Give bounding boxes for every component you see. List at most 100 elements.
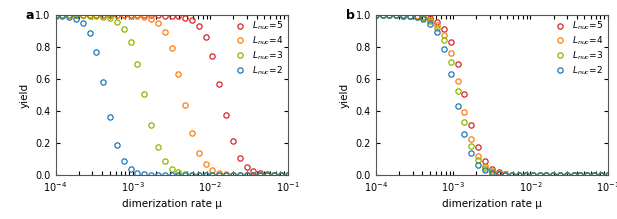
$L_{nuc}$=2 bbox=[141, 173, 148, 175]
$L_{nuc}$=2 bbox=[406, 15, 413, 18]
$L_{nuc}$=4 bbox=[481, 165, 489, 167]
$L_{nuc}$=5 bbox=[557, 174, 564, 177]
$L_{nuc}$=3 bbox=[114, 20, 121, 23]
$L_{nuc}$=4 bbox=[372, 14, 379, 17]
$L_{nuc}$=2 bbox=[195, 174, 202, 177]
$L_{nuc}$=3 bbox=[563, 174, 571, 177]
$L_{nuc}$=2 bbox=[433, 31, 441, 34]
$L_{nuc}$=5 bbox=[433, 20, 441, 23]
$L_{nuc}$=2 bbox=[379, 14, 386, 17]
$L_{nuc}$=2 bbox=[168, 174, 175, 177]
$L_{nuc}$=4 bbox=[447, 52, 455, 55]
$L_{nuc}$=4 bbox=[392, 14, 400, 17]
$L_{nuc}$=3 bbox=[454, 90, 462, 93]
$L_{nuc}$=4 bbox=[181, 103, 189, 106]
$L_{nuc}$=2 bbox=[181, 174, 189, 177]
$L_{nuc}$=4 bbox=[59, 14, 66, 17]
$L_{nuc}$=4 bbox=[236, 174, 244, 176]
$L_{nuc}$=5 bbox=[508, 173, 516, 176]
$L_{nuc}$=4 bbox=[604, 174, 611, 177]
$L_{nuc}$=4 bbox=[515, 174, 523, 176]
$L_{nuc}$=2 bbox=[584, 174, 591, 177]
$L_{nuc}$=4 bbox=[386, 14, 393, 17]
$L_{nuc}$=2 bbox=[59, 15, 66, 17]
$L_{nuc}$=3 bbox=[209, 174, 216, 177]
$L_{nuc}$=2 bbox=[188, 174, 196, 177]
$L_{nuc}$=5 bbox=[236, 156, 244, 159]
$L_{nuc}$=4 bbox=[86, 14, 93, 17]
$L_{nuc}$=5 bbox=[93, 14, 100, 17]
$L_{nuc}$=3 bbox=[399, 14, 407, 17]
$L_{nuc}$=3 bbox=[392, 14, 400, 17]
Line: $L_{nuc}$=3: $L_{nuc}$=3 bbox=[53, 13, 290, 178]
$L_{nuc}$=3 bbox=[127, 41, 135, 43]
$L_{nuc}$=5 bbox=[168, 14, 175, 17]
$L_{nuc}$=4 bbox=[433, 24, 441, 26]
$L_{nuc}$=2 bbox=[488, 172, 495, 174]
$L_{nuc}$=3 bbox=[441, 39, 448, 42]
$L_{nuc}$=3 bbox=[161, 160, 168, 163]
$L_{nuc}$=5 bbox=[529, 174, 536, 177]
$L_{nuc}$=5 bbox=[468, 123, 475, 126]
$L_{nuc}$=2 bbox=[120, 160, 128, 162]
$L_{nuc}$=5 bbox=[420, 15, 427, 18]
Legend: $L_{nuc}$=5, $L_{nuc}$=4, $L_{nuc}$=3, $L_{nuc}$=2: $L_{nuc}$=5, $L_{nuc}$=4, $L_{nuc}$=3, $… bbox=[230, 19, 284, 78]
$L_{nuc}$=4 bbox=[570, 174, 578, 177]
$L_{nuc}$=5 bbox=[406, 14, 413, 17]
$L_{nuc}$=3 bbox=[433, 26, 441, 29]
$L_{nuc}$=3 bbox=[447, 60, 455, 63]
$L_{nuc}$=3 bbox=[65, 14, 73, 17]
$L_{nuc}$=5 bbox=[230, 140, 237, 142]
$L_{nuc}$=3 bbox=[542, 174, 550, 177]
$L_{nuc}$=5 bbox=[65, 14, 73, 17]
$L_{nuc}$=4 bbox=[502, 173, 509, 176]
$L_{nuc}$=3 bbox=[379, 14, 386, 17]
$L_{nuc}$=2 bbox=[392, 14, 400, 17]
$L_{nuc}$=5 bbox=[86, 14, 93, 17]
$L_{nuc}$=3 bbox=[243, 174, 251, 177]
$L_{nuc}$=5 bbox=[223, 114, 230, 116]
$L_{nuc}$=5 bbox=[447, 41, 455, 43]
Line: $L_{nuc}$=4: $L_{nuc}$=4 bbox=[373, 13, 610, 178]
$L_{nuc}$=2 bbox=[106, 116, 114, 118]
$L_{nuc}$=5 bbox=[270, 173, 278, 176]
$L_{nuc}$=2 bbox=[99, 81, 107, 84]
$L_{nuc}$=4 bbox=[495, 172, 502, 175]
$L_{nuc}$=3 bbox=[52, 14, 59, 17]
$L_{nuc}$=4 bbox=[379, 14, 386, 17]
$L_{nuc}$=5 bbox=[114, 14, 121, 17]
X-axis label: dimerization rate μ: dimerization rate μ bbox=[442, 200, 542, 209]
$L_{nuc}$=2 bbox=[65, 15, 73, 18]
$L_{nuc}$=2 bbox=[481, 169, 489, 171]
$L_{nuc}$=4 bbox=[223, 173, 230, 175]
Line: $L_{nuc}$=5: $L_{nuc}$=5 bbox=[53, 13, 290, 178]
$L_{nuc}$=3 bbox=[168, 167, 175, 170]
$L_{nuc}$=2 bbox=[223, 174, 230, 177]
$L_{nuc}$=5 bbox=[284, 174, 291, 177]
$L_{nuc}$=2 bbox=[529, 174, 536, 177]
$L_{nuc}$=5 bbox=[536, 174, 543, 177]
$L_{nuc}$=5 bbox=[495, 171, 502, 173]
$L_{nuc}$=5 bbox=[106, 14, 114, 17]
$L_{nuc}$=5 bbox=[127, 14, 135, 17]
$L_{nuc}$=3 bbox=[386, 14, 393, 17]
$L_{nuc}$=3 bbox=[413, 15, 420, 18]
$L_{nuc}$=5 bbox=[386, 14, 393, 17]
$L_{nuc}$=4 bbox=[188, 132, 196, 134]
$L_{nuc}$=2 bbox=[502, 173, 509, 176]
$L_{nuc}$=2 bbox=[536, 174, 543, 177]
$L_{nuc}$=5 bbox=[515, 174, 523, 176]
$L_{nuc}$=2 bbox=[175, 174, 182, 177]
$L_{nuc}$=3 bbox=[372, 14, 379, 17]
$L_{nuc}$=2 bbox=[236, 174, 244, 177]
$L_{nuc}$=2 bbox=[386, 14, 393, 17]
$L_{nuc}$=3 bbox=[202, 174, 209, 176]
$L_{nuc}$=3 bbox=[502, 173, 509, 176]
$L_{nuc}$=2 bbox=[284, 174, 291, 177]
$L_{nuc}$=5 bbox=[250, 170, 257, 173]
$L_{nuc}$=3 bbox=[508, 174, 516, 176]
$L_{nuc}$=4 bbox=[141, 16, 148, 18]
$L_{nuc}$=2 bbox=[522, 174, 529, 177]
$L_{nuc}$=3 bbox=[99, 15, 107, 18]
$L_{nuc}$=5 bbox=[154, 14, 162, 17]
